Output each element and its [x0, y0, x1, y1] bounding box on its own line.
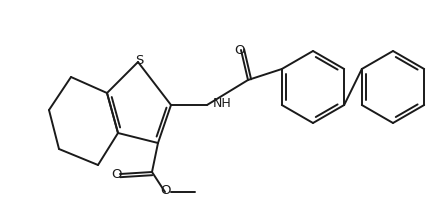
- Text: O: O: [234, 45, 245, 58]
- Text: O: O: [112, 168, 122, 180]
- Text: S: S: [134, 55, 143, 67]
- Text: O: O: [160, 184, 171, 197]
- Text: NH: NH: [212, 98, 231, 110]
